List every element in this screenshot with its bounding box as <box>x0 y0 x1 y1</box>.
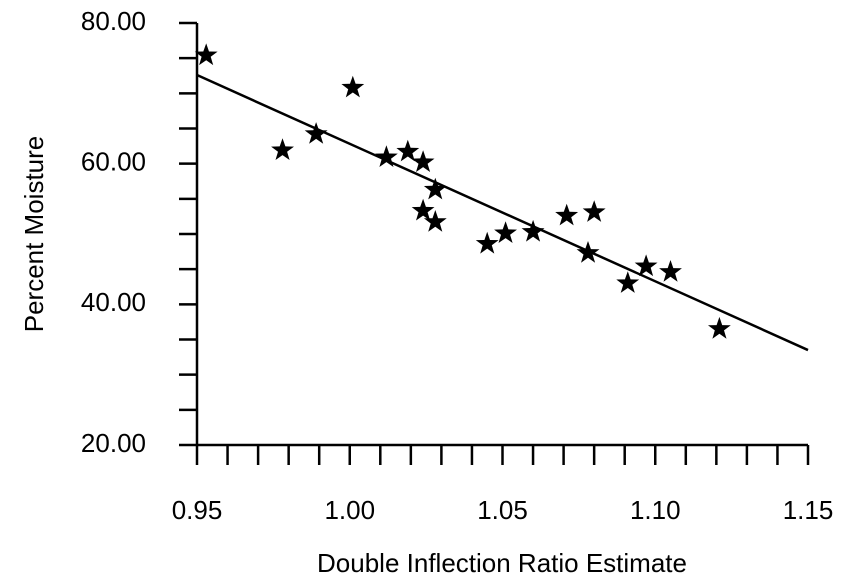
point <box>521 219 545 242</box>
x-tick-label: 0.95 <box>172 495 223 525</box>
point <box>634 254 658 277</box>
y-tick-label: 60.00 <box>81 147 146 177</box>
trend-line <box>196 73 809 352</box>
x-tick-label: 1.10 <box>630 495 681 525</box>
point <box>616 271 640 293</box>
point <box>659 260 682 282</box>
point <box>396 139 420 162</box>
point <box>555 203 579 226</box>
point <box>194 43 218 66</box>
x-tick-label: 1.00 <box>324 495 375 525</box>
point <box>576 241 600 263</box>
point <box>304 122 328 144</box>
point <box>411 150 435 172</box>
point <box>708 316 731 339</box>
point <box>341 75 365 98</box>
point <box>423 210 447 232</box>
x-tick-label: 1.15 <box>783 495 834 525</box>
y-tick-label: 40.00 <box>81 287 146 317</box>
x-axis-label: Double Inflection Ratio Estimate <box>317 548 687 578</box>
point <box>475 231 499 254</box>
y-tick-label: 20.00 <box>81 428 146 458</box>
point <box>423 177 447 200</box>
point <box>375 145 398 167</box>
x-tick-label: 1.05 <box>477 495 528 525</box>
point <box>582 200 606 222</box>
y-axis-label: Percent Moisture <box>19 136 49 333</box>
point <box>494 221 517 243</box>
y-tick-label: 80.00 <box>81 6 146 36</box>
point <box>271 138 294 160</box>
point <box>411 198 435 221</box>
